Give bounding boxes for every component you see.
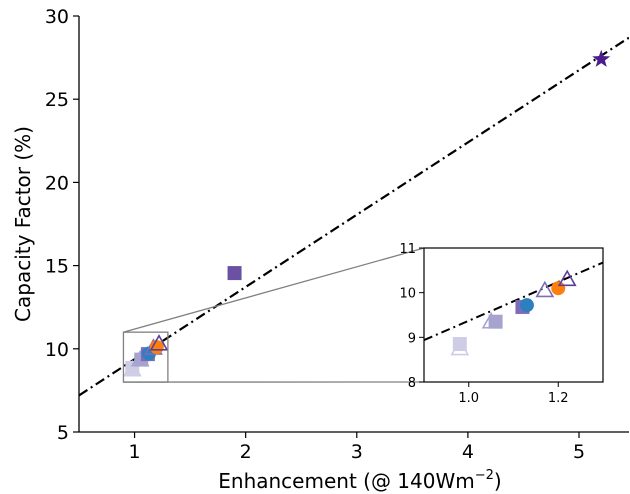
y-tick-label-20: 20: [45, 172, 69, 194]
main-points: [122, 49, 611, 377]
inset-background: [424, 248, 603, 382]
x-axis-title-close: ): [494, 469, 502, 493]
inset-data-point-triangle-open-6: [535, 280, 555, 298]
inset-y-tick-label-9: 9: [408, 331, 416, 346]
x-axis-title-main: Enhancement (@ 140Wm: [218, 469, 474, 493]
inset-fit-line: [424, 261, 603, 342]
inset-y-tick-label-11: 11: [399, 242, 416, 257]
data-point-triangle-open-8: [149, 334, 169, 351]
y-tick-label-15: 15: [45, 256, 69, 278]
inset-data-point-triangle-open-1: [450, 338, 470, 356]
inset-data-point-triangle-open-8: [557, 269, 577, 287]
x-tick-label-1: 1: [129, 441, 141, 463]
inset-frame: [423, 247, 604, 383]
y-tick-label-10: 10: [45, 339, 69, 361]
zoom-connector-top: [123, 247, 425, 333]
main-plot-area: 1 2 3 4 5 5 10 15 20 25 30: [45, 6, 629, 463]
inset-x-tick-label-0: 1.0: [458, 391, 479, 406]
y-tick-label-30: 30: [45, 6, 69, 28]
inset-data-point-circle-7: [551, 281, 566, 296]
x-tick-label-5: 5: [573, 441, 585, 463]
x-axis-title-superscript: −2: [475, 468, 494, 483]
x-tick-label-3: 3: [351, 441, 363, 463]
x-axis-title: Enhancement (@ 140Wm−2): [218, 468, 501, 493]
inset-y-tick-label-10: 10: [399, 287, 416, 302]
data-point-triangle-open-1: [122, 359, 142, 377]
data-point-square-9: [227, 266, 242, 281]
x-tick-label-4: 4: [462, 441, 474, 463]
y-axis-title: Capacity Factor (%): [11, 126, 35, 322]
inset-data-point-circle-5: [519, 298, 534, 313]
fit-line: [79, 36, 629, 397]
y-tick-label-5: 5: [57, 422, 69, 444]
inset-x-tick-label-1: 1.2: [548, 391, 569, 406]
x-tick-label-2: 2: [240, 441, 252, 463]
inset-plot: 1.0 1.2 8 9 10 11: [399, 242, 604, 406]
inset-data-point-square-3: [488, 314, 503, 329]
data-point-star-10: [592, 49, 611, 67]
y-tick-label-25: 25: [45, 89, 69, 111]
inset-y-tick-label-8: 8: [408, 376, 416, 391]
inset-points: [450, 269, 577, 356]
